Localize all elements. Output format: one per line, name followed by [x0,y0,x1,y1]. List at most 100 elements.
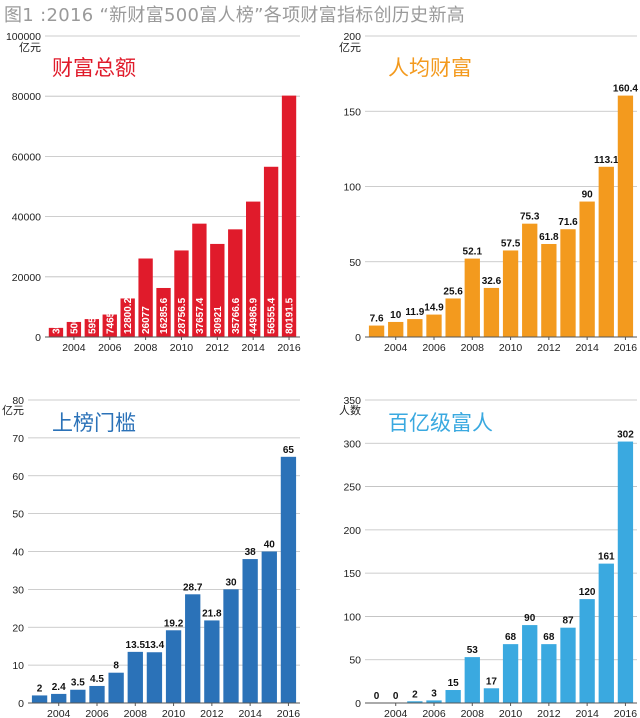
data-label: 4.5 [90,674,104,685]
bar [146,652,163,703]
y-tick-label: 40000 [12,212,41,224]
y-unit-label: 亿元 [339,41,361,54]
bar [407,701,423,703]
data-label: 11.9 [405,307,424,318]
data-label: 120 [579,587,596,598]
x-tick-label: 2016 [614,708,638,718]
data-label: 68 [505,632,517,643]
data-label: 161 [598,552,615,563]
data-label: 3031 [51,311,62,334]
data-label: 13.5 [126,640,146,651]
bar [541,243,557,337]
bar [281,95,297,337]
data-label: 28.7 [183,582,203,593]
y-tick-label: 0 [18,698,24,710]
data-label: 26077 [141,306,152,334]
x-tick-label: 2010 [499,708,523,718]
x-tick-label: 2008 [461,342,485,354]
bar [156,287,171,337]
bar [127,651,143,703]
bar [598,166,614,337]
data-label: 0 [393,691,399,702]
x-tick-label: 2012 [200,708,224,718]
data-label: 25.6 [443,286,463,297]
y-tick-label: 350 [343,395,361,407]
bar [522,223,538,337]
x-tick-label: 2016 [277,708,301,718]
y-tick-label: 60000 [12,151,41,163]
y-tick-label: 250 [343,482,361,494]
bar [426,314,442,337]
y-tick-label: 100 [343,182,361,194]
data-label: 3.5 [71,678,85,689]
x-tick-label: 2008 [461,708,485,718]
bar [560,627,576,703]
bar [138,258,153,337]
data-label: 10 [390,310,402,321]
y-tick-label: 30 [12,584,24,596]
bar [541,644,557,703]
bar [70,689,86,703]
data-label: 52.1 [463,247,483,258]
data-label: 28756.5 [177,297,188,334]
bar [102,314,117,337]
bar [388,321,404,337]
bar [66,321,82,337]
y-tick-label: 100000 [6,31,41,43]
bar [502,250,519,337]
bar [368,325,385,337]
bar [579,599,595,703]
figure-title: 图1 :2016 “新财富500富人榜”各项财富指标创历史新高 [4,5,466,26]
y-tick-label: 150 [343,568,361,580]
data-label: 71.6 [558,217,578,228]
x-tick-label: 2010 [170,342,194,354]
bar [246,201,261,337]
y-tick-label: 100 [343,611,361,623]
x-tick-label: 2014 [238,708,262,718]
x-tick-label: 2006 [422,708,446,718]
bar [617,441,634,703]
bar [185,594,201,703]
data-label: 15 [448,678,460,689]
bar [165,630,182,703]
y-tick-label: 0 [355,332,361,344]
bar [426,700,442,703]
data-label: 40 [264,540,276,551]
y-tick-label: 60 [12,471,24,483]
data-label: 12800.2 [123,297,134,334]
bar [464,657,480,703]
x-tick-label: 2010 [162,708,186,718]
data-label: 2.4 [52,682,66,693]
data-label: 90 [524,613,536,624]
data-label: 21.8 [202,608,222,619]
data-label: 13.4 [145,640,165,651]
x-tick-label: 2006 [422,342,446,354]
bar [204,620,220,703]
data-label: 0 [374,691,380,702]
data-label: 80191.5 [285,297,296,334]
bar [483,688,500,703]
y-unit-label: 亿元 [2,404,24,417]
bar [263,166,279,337]
x-tick-label: 2006 [85,708,109,718]
x-tick-label: 2016 [614,342,638,354]
x-tick-label: 2010 [499,342,523,354]
data-label: 7465 [105,311,116,334]
y-tick-label: 300 [343,438,361,450]
data-label: 75.3 [520,212,540,223]
data-label: 32.6 [482,276,502,287]
x-tick-label: 2012 [206,342,230,354]
panel-title: 上榜门槛 [52,411,136,435]
y-unit-label: 亿元 [19,41,41,54]
bar [261,551,277,703]
data-label: 113.1 [594,155,619,166]
y-tick-label: 50 [349,257,361,269]
data-label: 19.2 [164,618,184,629]
y-tick-label: 200 [343,525,361,537]
panel-title: 人均财富 [388,56,472,80]
